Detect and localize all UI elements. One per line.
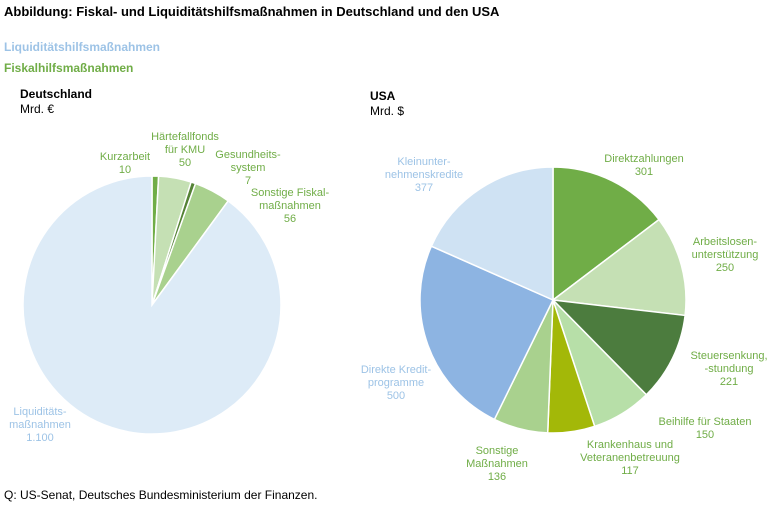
usa-label-7: Kleinunter-nehmenskredite 377: [385, 156, 463, 194]
usa-slice-6: [419, 245, 555, 421]
chart-title: Abbildung: Fiskal- und Liquiditätshilfsm…: [4, 4, 500, 19]
usa-label-1: Arbeitslosen-unterstützung 250: [692, 236, 759, 274]
usa-slice-1: [551, 218, 687, 317]
legend-fiscal: Fiskalhilfsmaßnahmen: [4, 61, 134, 75]
germany-label-3: Sonstige Fiskal-maßnahmen 56: [251, 187, 330, 225]
usa-slice-0: [552, 166, 661, 302]
germany-title: Deutschland: [20, 87, 93, 101]
usa-label-5: Sonstige Maßnahmen 136: [466, 445, 528, 483]
usa-label-4: Krankenhaus und Veteranenbetreuung 117: [580, 439, 680, 477]
germany-slice-4: [22, 175, 282, 435]
legend-liquidity: Liquiditätshilfsmaßnahmen: [4, 40, 161, 54]
usa-slice-7: [430, 166, 554, 302]
germany-unit: Mrd. €: [20, 102, 55, 116]
usa-unit: Mrd. $: [370, 104, 405, 118]
germany-label-0: Kurzarbeit 10: [100, 151, 150, 176]
usa-label-6: Direkte Kredit-programme 500: [361, 364, 432, 402]
source-note: Q: US-Senat, Deutsches Bundesministerium…: [4, 488, 318, 502]
usa-label-3: Beihilfe für Staaten 150: [659, 416, 752, 441]
usa-slice-2: [550, 299, 686, 396]
usa-title: USA: [370, 89, 396, 103]
germany-label-1: Härtefallfonds für KMU 50: [151, 131, 219, 169]
usa-label-0: Direktzahlungen 301: [604, 153, 684, 178]
germany-label-2: Gesundheits-system 7: [215, 149, 281, 187]
usa-label-2: Steuersenkung, -stundung 221: [690, 350, 767, 388]
germany-label-4: Liquiditäts-maßnahmen 1.100: [9, 406, 71, 444]
